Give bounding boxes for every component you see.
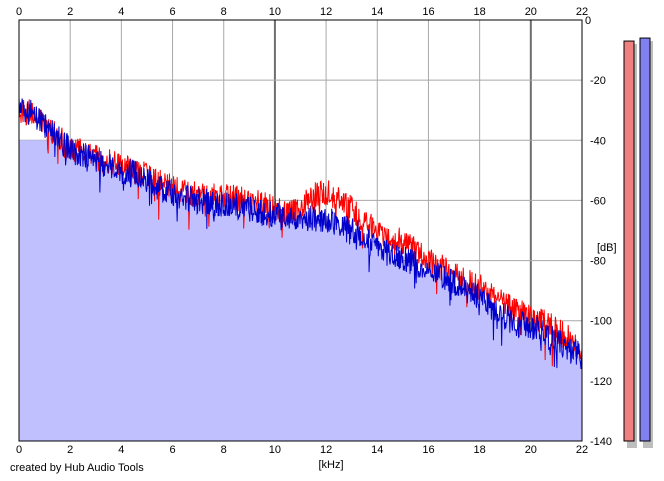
- x-tick-label-bottom: 16: [422, 444, 434, 456]
- x-tick-label-bottom: 10: [269, 444, 281, 456]
- x-tick-label-top: 22: [576, 6, 588, 18]
- series-line-right: [18, 98, 583, 370]
- x-tick-label-top: 12: [320, 6, 332, 18]
- x-tick-label-top: 4: [118, 6, 124, 18]
- x-tick-label-top: 10: [269, 6, 281, 18]
- y-tick-label: -80: [590, 256, 606, 268]
- plot-frame: [18, 19, 583, 442]
- y-tick-label: 0: [585, 15, 591, 27]
- x-tick-label-bottom: 0: [16, 444, 22, 456]
- x-tick-label-bottom: 20: [525, 444, 537, 456]
- y-tick-label: -140: [590, 436, 612, 448]
- x-tick-label-bottom: 8: [221, 444, 227, 456]
- x-tick-label-top: 20: [525, 6, 537, 18]
- y-tick-label: -120: [590, 376, 612, 388]
- x-tick-label-top: 2: [67, 6, 73, 18]
- x-tick-label-top: 0: [16, 6, 22, 18]
- x-tick-label-top: 18: [474, 6, 486, 18]
- level-meter-right: [639, 37, 651, 442]
- y-tick-label: -60: [590, 195, 606, 207]
- x-tick-label-top: 16: [422, 6, 434, 18]
- spectrum-fill-area: [19, 121, 582, 441]
- x-tick-label-bottom: 22: [576, 444, 588, 456]
- x-tick-label-top: 8: [221, 6, 227, 18]
- x-tick-label-bottom: 4: [118, 444, 124, 456]
- level-meter-left: [623, 40, 635, 442]
- y-axis-label: [dB]: [597, 242, 617, 254]
- y-tick-label: -40: [590, 135, 606, 147]
- x-axis-label: [kHz]: [318, 459, 343, 471]
- x-tick-label-bottom: 18: [474, 444, 486, 456]
- y-tick-label: -20: [590, 75, 606, 87]
- x-tick-label-bottom: 14: [371, 444, 383, 456]
- footer-credit: created by Hub Audio Tools: [10, 462, 144, 474]
- x-tick-label-bottom: 6: [169, 444, 175, 456]
- y-tick-label: -100: [590, 316, 612, 328]
- x-tick-label-bottom: 12: [320, 444, 332, 456]
- x-tick-label-bottom: 2: [67, 444, 73, 456]
- x-tick-label-top: 6: [169, 6, 175, 18]
- x-tick-label-top: 14: [371, 6, 383, 18]
